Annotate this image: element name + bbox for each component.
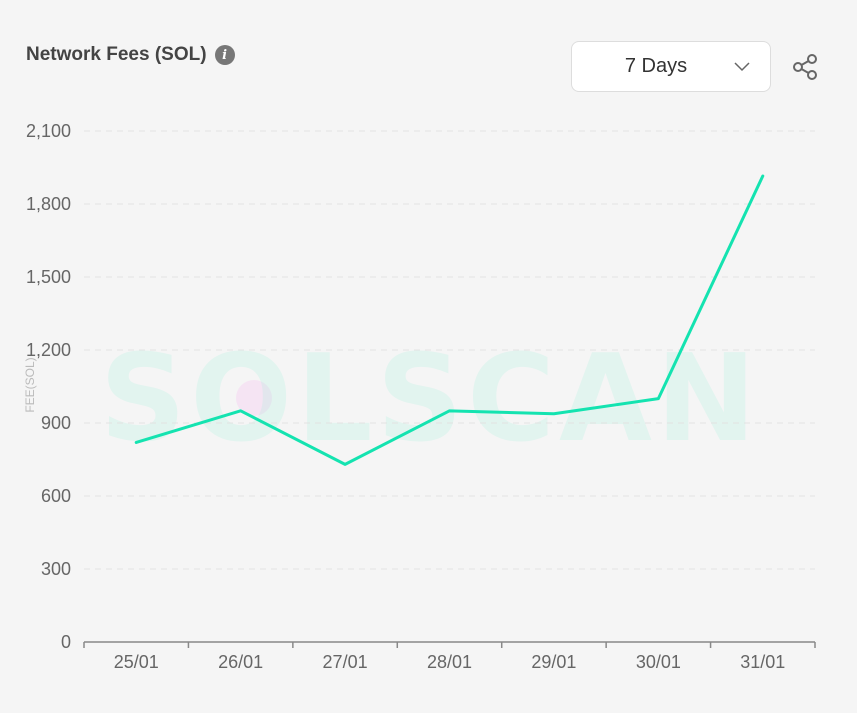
x-tick-label: 25/01 bbox=[114, 652, 159, 672]
y-tick-label: 300 bbox=[41, 559, 71, 579]
y-tick-label: 1,500 bbox=[26, 267, 71, 287]
time-range-select[interactable]: 7 Days bbox=[571, 41, 771, 92]
time-range-value: 7 Days bbox=[624, 55, 688, 77]
series-layer bbox=[134, 174, 765, 466]
y-tick-label: 2,100 bbox=[26, 121, 71, 141]
x-tick-label: 27/01 bbox=[323, 652, 368, 672]
watermark-text: SOLSCAN bbox=[100, 330, 761, 469]
y-axis: 0 300 600 900 1,200 1,500 1,800 2,100 bbox=[26, 121, 71, 652]
y-axis-label-text: FEE(SOL) bbox=[23, 357, 37, 412]
y-axis-label: FEE(SOL) bbox=[23, 357, 37, 412]
chevron-down-icon bbox=[722, 42, 762, 91]
share-icon[interactable] bbox=[791, 53, 819, 81]
y-tick-label: 0 bbox=[61, 632, 71, 652]
y-tick-label: 600 bbox=[41, 486, 71, 506]
watermark: SOLSCAN bbox=[100, 330, 761, 469]
x-tick-label: 28/01 bbox=[427, 652, 472, 672]
page-title: Network Fees (SOL) bbox=[26, 44, 207, 65]
x-tick-label: 30/01 bbox=[636, 652, 681, 672]
x-tick-label: 26/01 bbox=[218, 652, 263, 672]
x-axis: 25/01 26/01 27/01 28/01 29/01 30/01 31/01 bbox=[83, 641, 816, 672]
x-tick-label: 31/01 bbox=[740, 652, 785, 672]
chart-header: Network Fees (SOL) i bbox=[26, 44, 235, 66]
y-tick-label: 1,200 bbox=[26, 340, 71, 360]
x-tick-label: 29/01 bbox=[531, 652, 576, 672]
series-line bbox=[134, 174, 765, 466]
y-tick-label: 900 bbox=[41, 413, 71, 433]
grid-lines bbox=[84, 130, 815, 570]
y-tick-label: 1,800 bbox=[26, 194, 71, 214]
info-icon[interactable]: i bbox=[214, 45, 235, 65]
watermark-dot bbox=[236, 380, 272, 416]
